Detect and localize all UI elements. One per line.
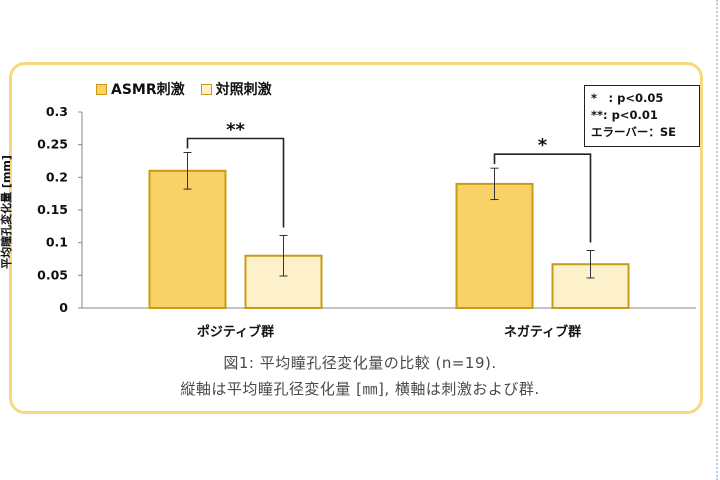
legend-label-asmr: ASMR刺激 [111, 82, 185, 98]
x-category-label: ポジティブ群 [197, 324, 274, 340]
significance-marker: * [538, 135, 548, 156]
page-edge-dots [716, 0, 718, 480]
bar [455, 182, 534, 309]
legend-swatch-asmr [96, 83, 107, 95]
significance-notes-box: * : p<0.05 **: p<0.01 エラーバー：SE [584, 85, 700, 147]
note-error-bar: エラーバー：SE [591, 125, 677, 139]
significance-bracket [493, 153, 592, 243]
caption-line-2: 縦軸は平均瞳孔径変化量 [㎜], 横軸は刺激および群. [180, 380, 540, 398]
note-p005: * : p<0.05 [591, 91, 664, 105]
y-tick-label: 0.25 [37, 137, 68, 152]
y-tick-label: 0 [59, 300, 68, 315]
significance-marker: ** [226, 120, 245, 141]
legend-item-control: 対照刺激 [200, 79, 272, 99]
bar [148, 169, 227, 309]
legend-item-asmr: ASMR刺激 [96, 79, 185, 99]
caption-line-1: 図1: 平均瞳孔径変化量の比較 (n=19). [223, 354, 497, 372]
y-tick-label: 0.1 [46, 235, 68, 250]
y-tick-label: 0.3 [46, 104, 68, 119]
note-p001: **: p<0.01 [591, 108, 658, 122]
legend-swatch-control [200, 83, 212, 95]
y-tick-label: 0.05 [37, 267, 68, 282]
x-category-label: ネガティブ群 [504, 324, 581, 340]
chart-legend: ASMR刺激 対照刺激 [96, 79, 288, 99]
legend-label-control: 対照刺激 [215, 82, 272, 98]
significance-bracket [186, 137, 285, 228]
y-tick-label: 0.2 [46, 169, 68, 184]
y-tick-label: 0.15 [37, 202, 68, 217]
